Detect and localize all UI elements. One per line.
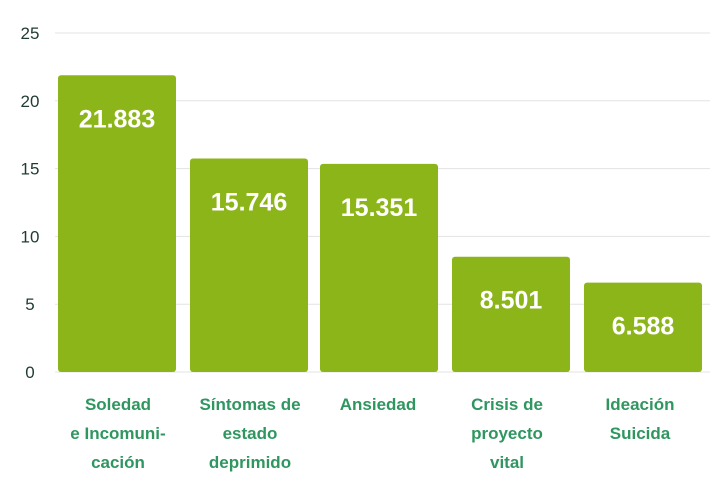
y-tick-label: 20 (21, 92, 40, 111)
bar-value-label: 8.501 (480, 287, 543, 315)
category-label: Crisis de proyecto vital (471, 395, 543, 472)
category-label-line: Crisis de (471, 395, 543, 414)
category-label-line: proyecto (471, 424, 543, 443)
category-label: Ideación Suicida (606, 395, 675, 443)
category-label-line: Soledad (85, 395, 151, 414)
bar (452, 256, 570, 372)
bar-value-label: 6.588 (612, 313, 675, 341)
bar (58, 75, 176, 373)
bar (320, 163, 438, 372)
y-tick-label: 5 (25, 295, 34, 314)
bar (584, 282, 702, 372)
y-tick-label: 0 (25, 363, 34, 382)
category-label: Ansiedad (340, 395, 417, 414)
category-label-line: Suicida (610, 424, 671, 443)
category-label: Síntomas de estado deprimido (199, 395, 300, 472)
category-label-line: cación (91, 453, 145, 472)
category-label-line: Síntomas de (199, 395, 300, 414)
category-label-line: vital (490, 453, 524, 472)
bar-value-label: 15.746 (211, 188, 287, 216)
bar-value-label: 15.351 (341, 194, 418, 222)
bar (190, 158, 308, 372)
y-tick-label: 10 (21, 227, 40, 246)
y-tick-label: 15 (21, 160, 40, 179)
category-label: Soledad e Incomuni-cación (70, 395, 165, 472)
category-label-line: deprimido (209, 453, 291, 472)
y-tick-label: 25 (21, 24, 40, 43)
bar-value-label: 21.883 (79, 105, 155, 133)
category-label-line: estado (223, 424, 278, 443)
category-label-line: e Incomuni- (70, 424, 165, 443)
category-label-line: Ansiedad (340, 395, 417, 414)
category-label-line: Ideación (606, 395, 675, 414)
